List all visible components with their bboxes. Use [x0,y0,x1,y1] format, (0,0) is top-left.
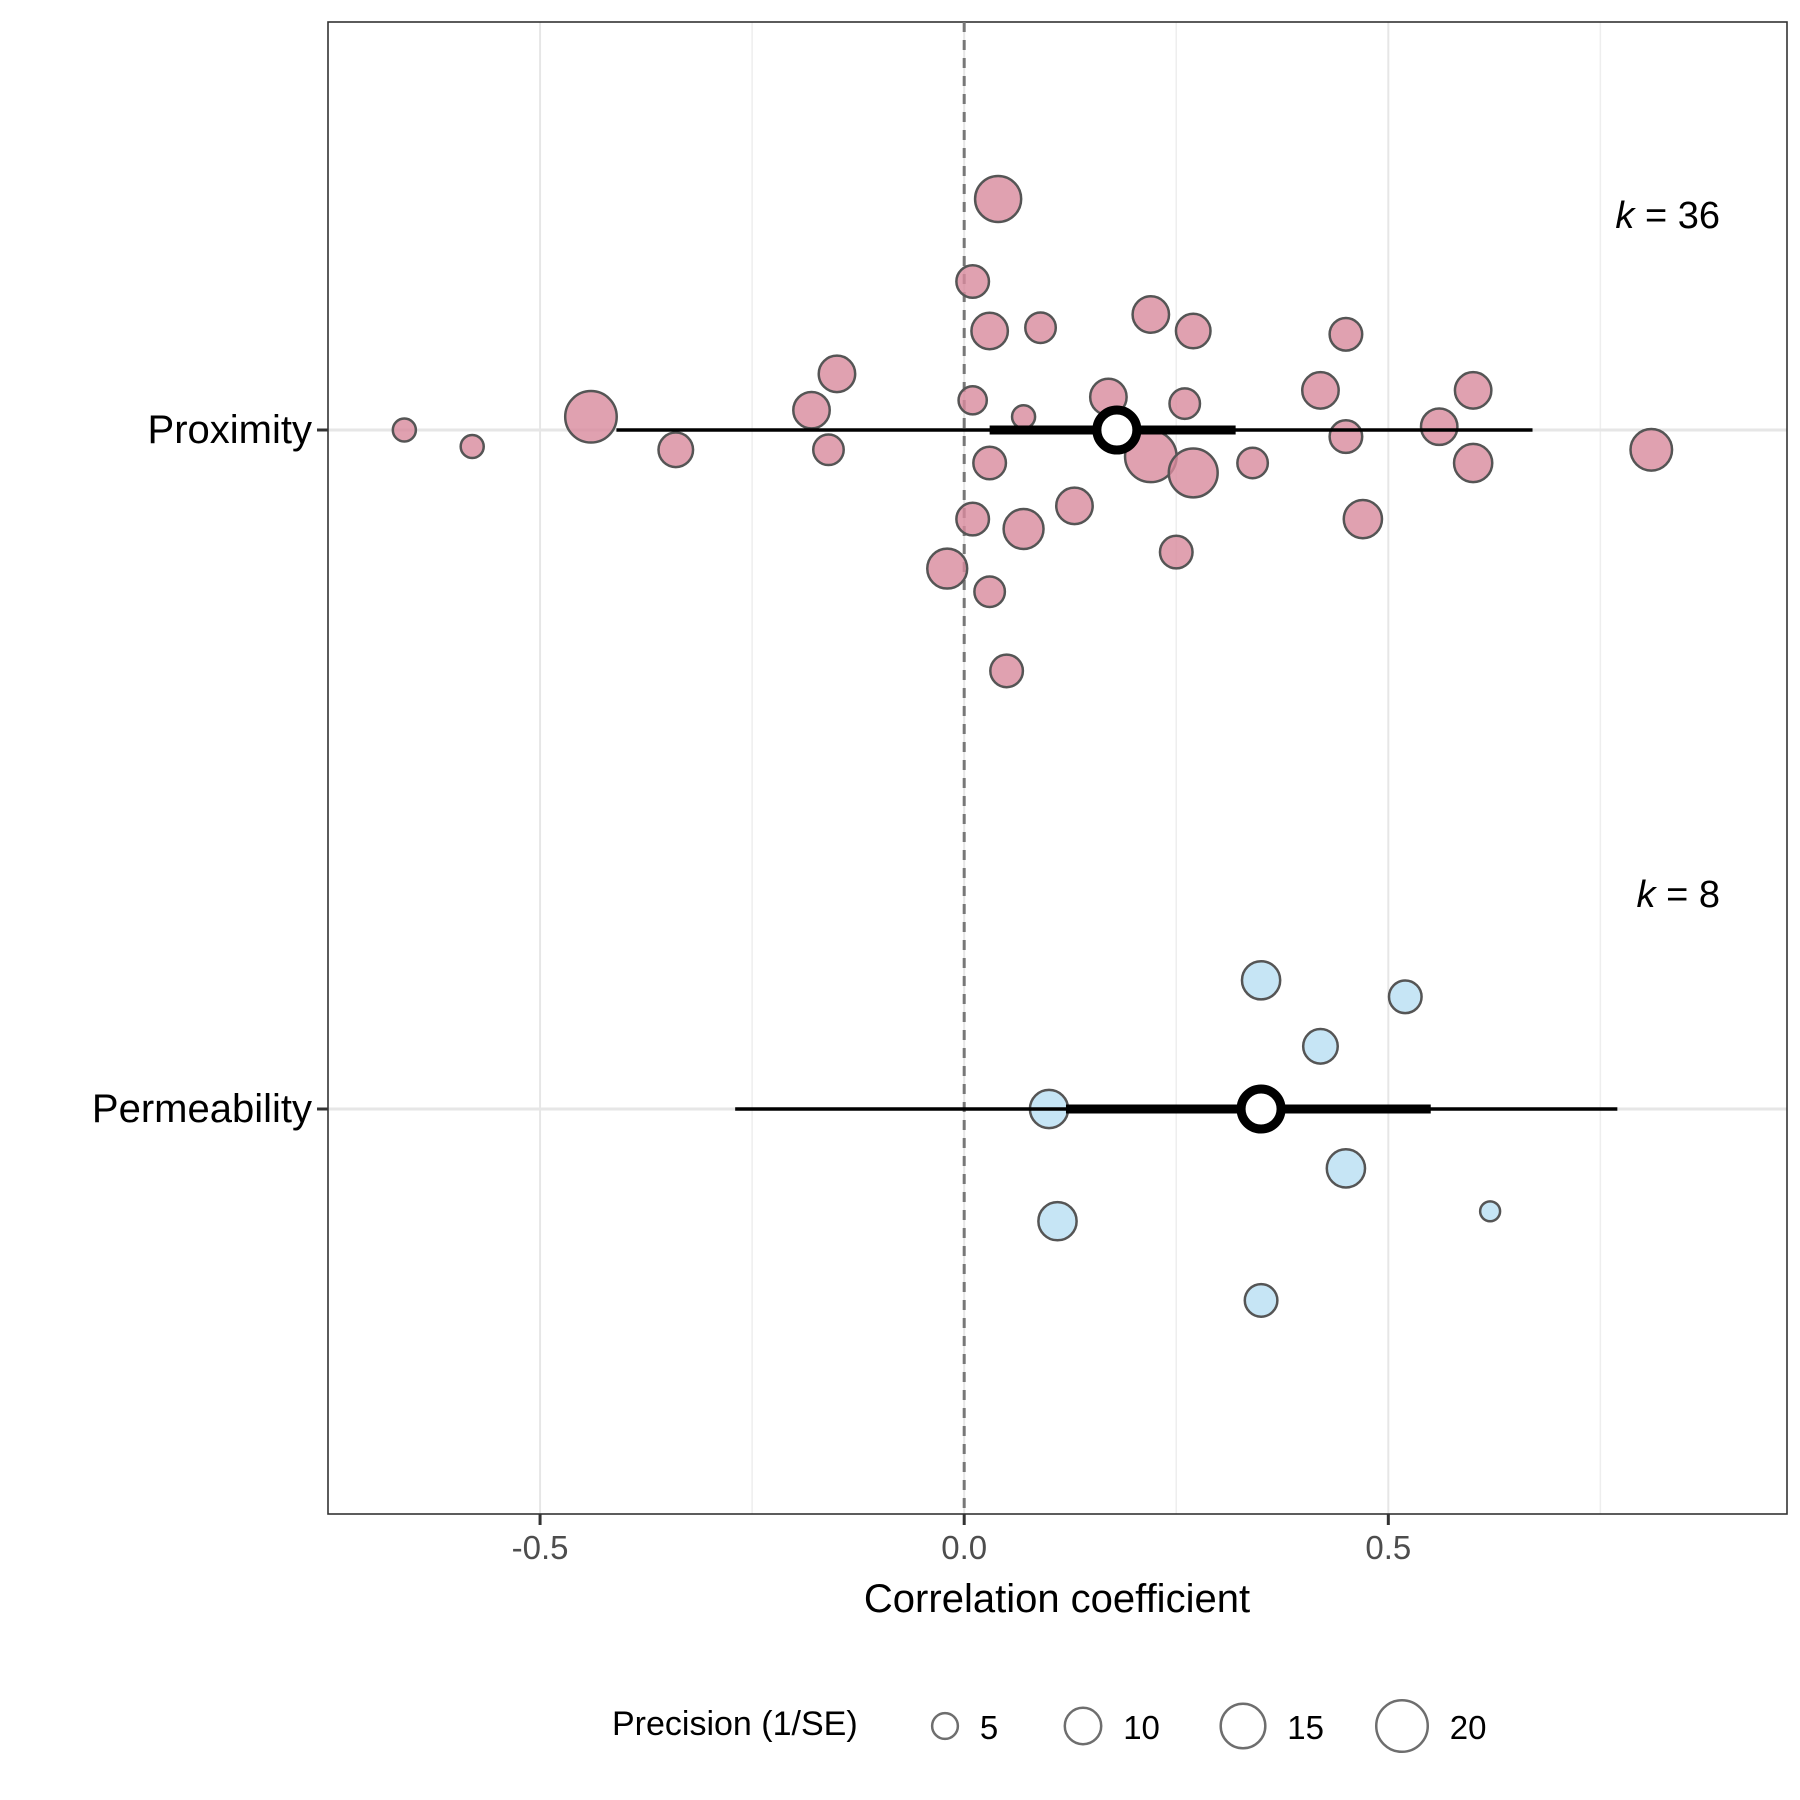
x-tick-label: 0.5 [1365,1529,1411,1566]
effect-point [955,501,991,537]
effect-point [1243,1282,1279,1318]
legend-size-key [930,1711,960,1741]
legend-label: 10 [1123,1709,1160,1746]
effect-point [1328,316,1364,352]
effect-point [1174,312,1212,350]
effect-point [1158,534,1194,570]
effect-point [1167,447,1219,499]
pooled-estimate [1236,1084,1286,1134]
effect-point [811,433,845,467]
effect-point [1240,959,1282,1001]
effect-point [926,547,969,590]
k-label: k = 8 [1637,874,1720,916]
effect-point [1300,370,1340,410]
k-labels: k = 36 k = 8 [1615,195,1720,916]
effect-point [1325,1148,1367,1189]
summary-estimates [616,405,1618,1134]
pooled-estimate [1092,405,1142,455]
effect-point [1055,486,1094,526]
effect-point [1453,370,1493,410]
effect-point [657,431,695,469]
legend-label: 5 [980,1709,998,1746]
effect-point [973,575,1007,609]
effect-point [1301,1027,1339,1065]
effect-point [1387,979,1423,1015]
effect-point [391,417,418,443]
effect-point [1037,1200,1078,1242]
legend-size-key [1219,1702,1267,1750]
effect-point [955,263,991,300]
x-axis-ticks: -0.5 0.0 0.5 [512,1514,1411,1566]
effect-point [957,384,989,416]
x-tick-label: -0.5 [512,1529,569,1566]
effect-point [1342,498,1384,540]
legend-size-key [1374,1698,1430,1754]
effect-point [817,354,857,394]
effect-point [972,445,1008,481]
effect-point [1010,404,1037,430]
effect-point [1478,1200,1502,1223]
y-tick-label: Permeability [92,1087,312,1131]
effect-point [563,389,618,444]
effect-point [1024,311,1058,345]
effect-point [989,653,1025,689]
effect-point [1328,419,1364,455]
x-axis-title: Correlation coefficient [864,1577,1250,1621]
effect-point [1002,507,1045,551]
grid-layer [328,22,1787,1514]
y-tick-label: Proximity [148,408,312,452]
effect-point [459,433,485,460]
effect-size-points [391,174,1674,1318]
k-label: k = 36 [1615,195,1720,237]
effect-point [1452,442,1494,484]
effect-point [1236,446,1270,480]
legend-title: Precision (1/SE) [612,1705,858,1743]
x-tick-label: 0.0 [941,1529,987,1566]
legend-size-key [1063,1706,1103,1746]
effect-point [1629,427,1674,472]
y-axis-labels: Proximity Permeability [92,408,328,1131]
effect-point [973,174,1023,224]
plot-panel-border [327,21,1788,1515]
effect-point [792,390,831,430]
effect-point [1419,407,1459,447]
legend-label: 20 [1450,1709,1487,1746]
legend-label: 15 [1287,1709,1324,1746]
legend: Precision (1/SE) 5 10 15 20 [612,1698,1487,1754]
effect-point [970,311,1010,351]
effect-point [1131,295,1171,334]
effect-point [1168,387,1202,421]
